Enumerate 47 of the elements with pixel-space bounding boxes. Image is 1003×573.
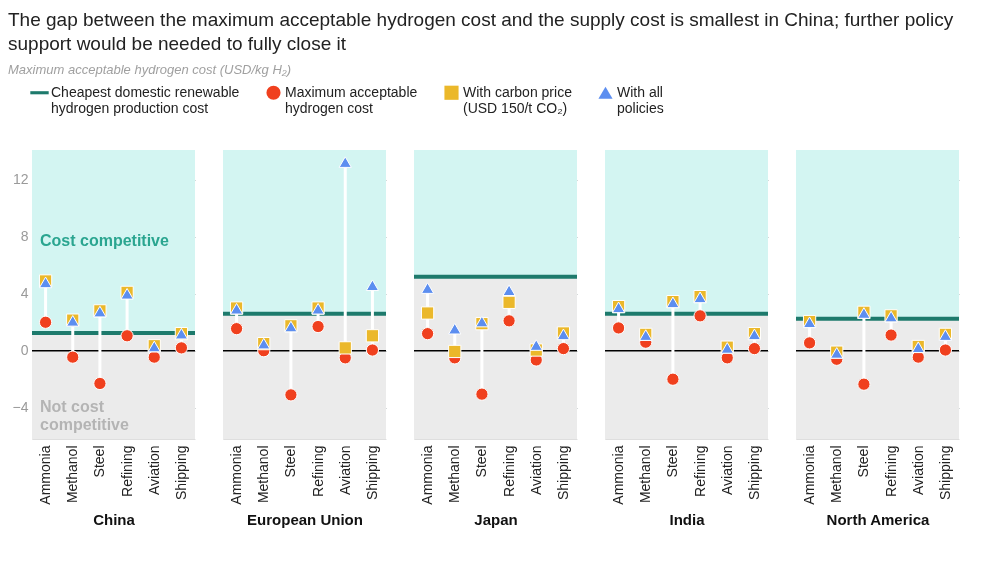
y-axis-title: Maximum acceptable hydrogen cost (USD/kg H₂) — [8, 61, 293, 77]
x-tick-label: Steel — [855, 445, 872, 477]
x-tick-label: Aviation — [336, 445, 353, 495]
x-tick-label: Methanol — [255, 445, 272, 503]
x-tick-label: Steel — [282, 445, 299, 477]
x-tick-label: Steel — [91, 445, 108, 477]
text: The gap between the maximum acceptable hydrogen cost and the supply cost is smallest in China; further policy support would be needed to fully close it — [8, 8, 955, 56]
x-axis-title: India — [669, 510, 706, 528]
x-tick-label: Methanol — [828, 445, 845, 503]
x-tick-label: Ammonia — [419, 444, 436, 505]
x-tick-label: Shipping — [936, 445, 953, 500]
x-axis-title: Japan — [474, 510, 518, 528]
x-tick-label: Methanol — [637, 445, 654, 503]
x-tick-label: Methanol — [446, 445, 463, 503]
x-tick-label: Aviation — [527, 445, 544, 495]
legend-label: Cheapest domestic renewable hydrogen production cost — [51, 83, 240, 116]
x-tick-label: Methanol — [64, 445, 81, 503]
x-tick-label: Shipping — [172, 445, 189, 500]
y-tick-label: 0 — [20, 341, 29, 358]
y-tick-label: 12 — [12, 170, 29, 187]
legend-label: With all policies — [617, 83, 664, 116]
x-tick-label: Shipping — [554, 445, 571, 500]
x-tick-label: Refining — [118, 445, 135, 497]
x-tick-label: Aviation — [718, 445, 735, 495]
legend-label: With carbon price (USD 150/t CO₂) — [463, 83, 573, 116]
x-tick-label: Aviation — [909, 445, 926, 495]
x-tick-label: Aviation — [145, 445, 162, 495]
x-tick-label: Ammonia — [610, 444, 627, 505]
x-tick-label: Refining — [882, 445, 899, 497]
x-tick-label: Refining — [309, 445, 326, 497]
x-tick-label: Shipping — [745, 445, 762, 500]
y-tick-label: 8 — [20, 227, 29, 244]
legend-label: Maximum acceptable hydrogen cost — [285, 83, 418, 116]
x-axis-title: China — [93, 510, 136, 528]
band-label: Cost competitive — [40, 231, 170, 249]
x-tick-label: Steel — [664, 445, 681, 477]
x-tick-label: Refining — [500, 445, 517, 497]
x-axis-title: European Union — [247, 510, 363, 528]
y-tick-label: 4 — [20, 284, 29, 301]
x-tick-label: Steel — [473, 445, 490, 477]
y-tick-label: −4 — [12, 398, 29, 415]
x-tick-label: Ammonia — [37, 444, 54, 505]
x-tick-label: Shipping — [363, 445, 380, 500]
x-axis-title: North America — [826, 510, 931, 528]
x-tick-label: Ammonia — [801, 444, 818, 505]
x-tick-label: Ammonia — [228, 444, 245, 505]
x-tick-label: Refining — [691, 445, 708, 497]
